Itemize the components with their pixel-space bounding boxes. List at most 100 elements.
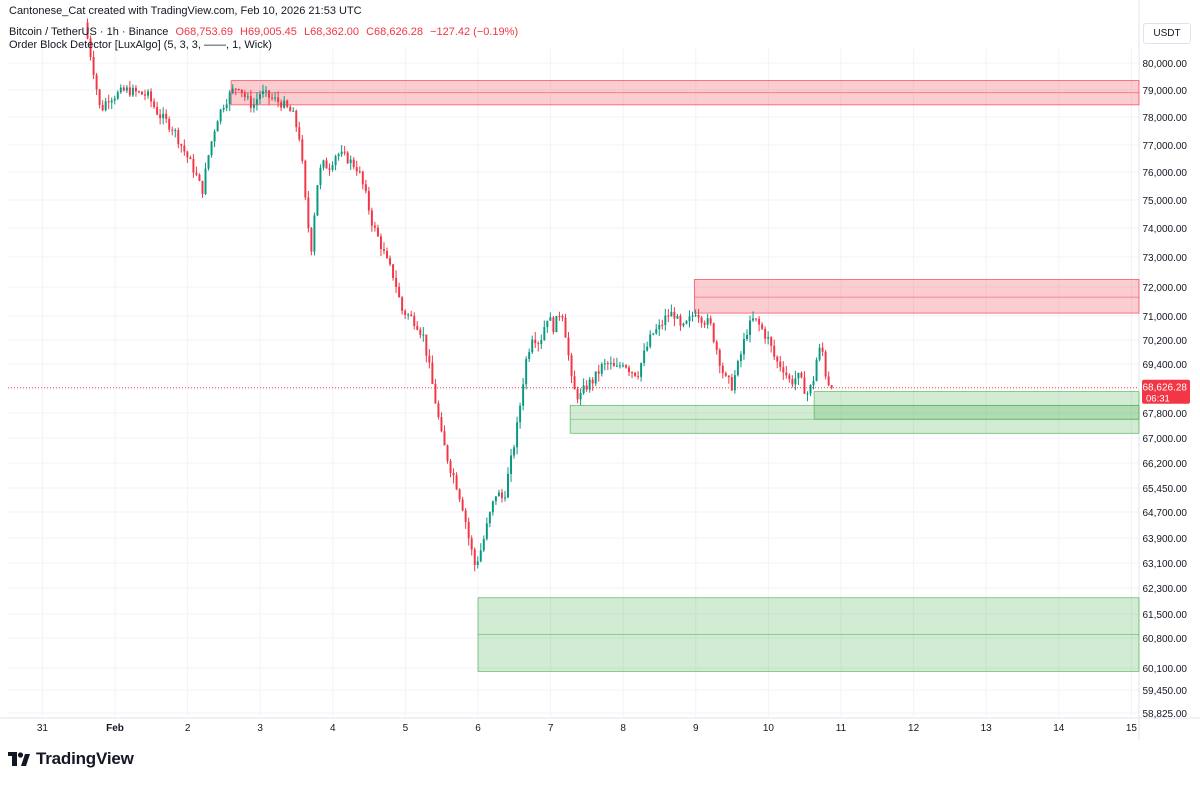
time-tick-label: 12 bbox=[908, 723, 920, 734]
candle-body bbox=[470, 538, 473, 550]
price-tick-label: 74,000.00 bbox=[1143, 224, 1188, 235]
candle-body bbox=[258, 94, 261, 100]
candle-body bbox=[268, 90, 271, 98]
candle-body bbox=[525, 358, 528, 385]
candle-body bbox=[98, 89, 101, 105]
candle-body bbox=[818, 347, 821, 360]
time-tick-label: 4 bbox=[330, 723, 336, 734]
candle-body bbox=[310, 228, 313, 252]
candle-body bbox=[715, 341, 718, 351]
candle-body bbox=[791, 379, 794, 385]
candle-body bbox=[240, 89, 243, 93]
candle-body bbox=[519, 405, 522, 423]
candle-body bbox=[449, 461, 452, 473]
price-tick-label: 77,000.00 bbox=[1143, 141, 1188, 152]
price-tick-label: 60,800.00 bbox=[1143, 634, 1188, 645]
candle-body bbox=[340, 151, 343, 155]
candle-body bbox=[107, 101, 110, 103]
price-tick-label: 62,300.00 bbox=[1143, 584, 1188, 595]
candle-body bbox=[585, 385, 588, 390]
candle-body bbox=[174, 130, 177, 132]
candle-body bbox=[434, 383, 437, 404]
candle-body bbox=[89, 38, 92, 58]
candle-body bbox=[558, 316, 561, 318]
candle-body bbox=[316, 185, 319, 216]
indicator-title[interactable]: Order Block Detector [LuxAlgo] (5, 3, 3,… bbox=[9, 39, 272, 51]
candle-body bbox=[271, 97, 274, 99]
candle-body bbox=[255, 99, 258, 105]
candle-body bbox=[331, 165, 334, 170]
price-tick-label: 80,000.00 bbox=[1143, 59, 1188, 70]
candle-body bbox=[122, 87, 125, 91]
candle-body bbox=[150, 91, 153, 102]
symbol-title[interactable]: Bitcoin / TetherUS · 1h · Binance bbox=[9, 26, 169, 38]
candle-body bbox=[225, 104, 228, 109]
price-tick-label: 63,900.00 bbox=[1143, 534, 1188, 545]
candle-body bbox=[709, 318, 712, 324]
candle-body bbox=[201, 180, 204, 194]
candle-body bbox=[280, 102, 283, 108]
candle-body bbox=[479, 550, 482, 562]
candle-body bbox=[809, 385, 812, 394]
candle-body bbox=[422, 334, 425, 336]
price-tick-label: 61,500.00 bbox=[1143, 610, 1188, 621]
candle-body bbox=[482, 538, 485, 551]
candle-body bbox=[277, 97, 280, 103]
candle-body bbox=[510, 455, 513, 474]
candle-body bbox=[761, 324, 764, 329]
candle-body bbox=[618, 365, 621, 367]
candle-body bbox=[261, 91, 264, 95]
candle-body bbox=[195, 172, 198, 175]
candle-body bbox=[597, 371, 600, 374]
candle-body bbox=[561, 316, 564, 318]
candle-body bbox=[649, 334, 652, 347]
bearish-order-block bbox=[693, 279, 1140, 314]
attribution-text: Cantonese_Cat created with TradingView.c… bbox=[9, 5, 362, 17]
price-tick-label: 67,000.00 bbox=[1143, 434, 1188, 445]
candle-body bbox=[343, 151, 346, 153]
candle-body bbox=[803, 377, 806, 394]
price-tick-label: 78,000.00 bbox=[1143, 113, 1188, 124]
candle-body bbox=[153, 101, 156, 108]
candle-body bbox=[721, 365, 724, 374]
candle-body bbox=[92, 57, 95, 75]
candle-body bbox=[119, 87, 122, 93]
price-tick-label: 63,100.00 bbox=[1143, 559, 1188, 570]
time-axis[interactable]: 31 Feb 2 3 4 5 6 7 8 9 10 11 12 13 14 15 bbox=[37, 723, 1138, 734]
candle-body bbox=[507, 473, 509, 498]
candle-body bbox=[144, 94, 146, 96]
candle-body bbox=[591, 379, 594, 384]
candle-body bbox=[289, 106, 292, 112]
currency-button[interactable]: USDT bbox=[1143, 23, 1191, 44]
candle-body bbox=[676, 315, 679, 319]
brand-name: TradingView bbox=[36, 749, 134, 768]
candle-body bbox=[140, 91, 143, 95]
candle-body bbox=[724, 373, 727, 376]
indicator-legend[interactable]: Order Block Detector [LuxAlgo] (5, 3, 3,… bbox=[9, 39, 276, 51]
candle-body bbox=[367, 191, 370, 211]
candle-body bbox=[265, 90, 267, 92]
candle-body bbox=[147, 91, 150, 96]
candle-body bbox=[473, 549, 476, 565]
candle-body bbox=[664, 315, 667, 326]
candle-body bbox=[443, 431, 446, 446]
time-tick-label: 8 bbox=[620, 723, 626, 734]
order-blocks bbox=[230, 80, 1140, 672]
time-tick-label: 5 bbox=[403, 723, 409, 734]
candle-body bbox=[370, 210, 373, 226]
candle-body bbox=[703, 322, 706, 325]
price-tick-label: 69,400.00 bbox=[1143, 360, 1188, 371]
candle-body bbox=[579, 393, 582, 400]
candle-body bbox=[328, 168, 331, 170]
candle-body bbox=[295, 110, 298, 128]
candle-body bbox=[337, 154, 340, 157]
price-axis[interactable]: 80,000.00 79,000.00 78,000.00 77,000.00 76,0… bbox=[1143, 59, 1188, 720]
candle-body bbox=[621, 365, 624, 367]
candle-body bbox=[104, 101, 107, 111]
candle-body bbox=[537, 343, 540, 345]
candle-body bbox=[824, 351, 827, 377]
candle-body bbox=[286, 100, 289, 107]
candle-body bbox=[758, 318, 761, 325]
